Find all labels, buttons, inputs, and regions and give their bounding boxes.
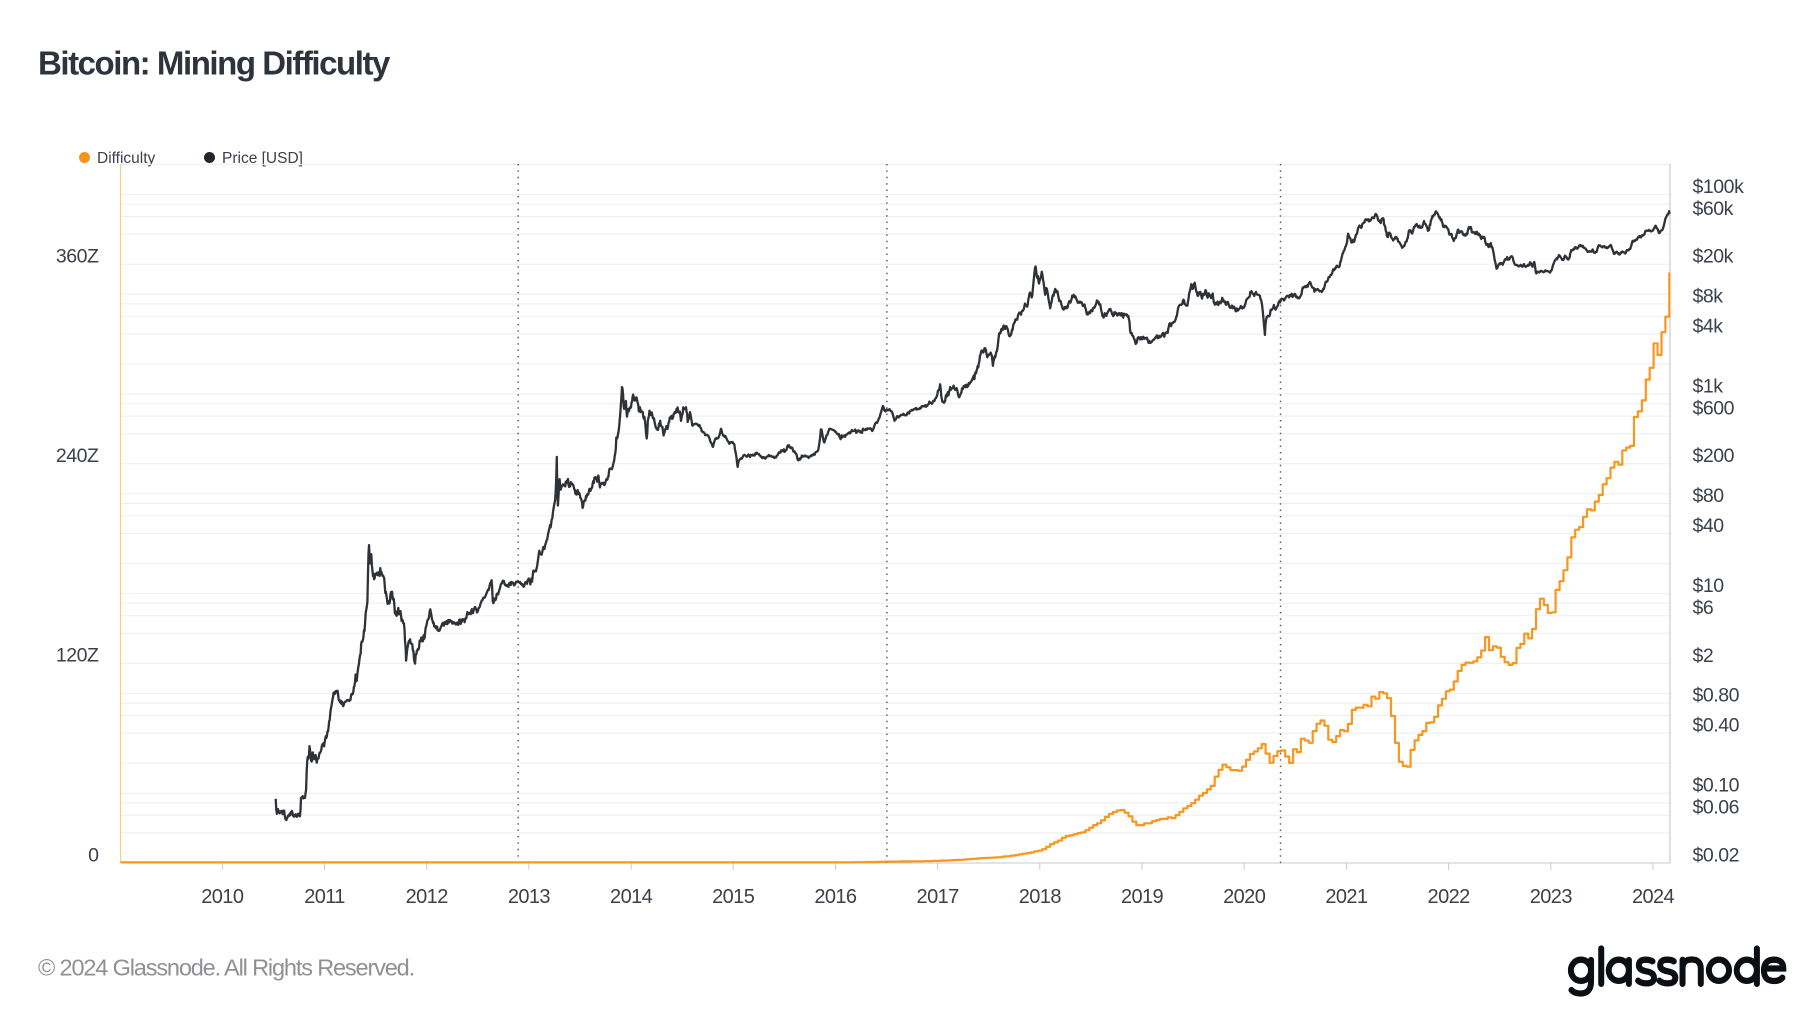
svg-text:2012: 2012 <box>406 886 449 908</box>
svg-text:2011: 2011 <box>304 886 345 908</box>
svg-text:$0.10: $0.10 <box>1693 775 1740 797</box>
svg-text:$20k: $20k <box>1693 246 1734 268</box>
svg-text:$100k: $100k <box>1693 176 1745 198</box>
svg-text:2020: 2020 <box>1223 886 1266 908</box>
svg-text:2023: 2023 <box>1530 886 1573 908</box>
svg-text:2013: 2013 <box>508 886 551 908</box>
svg-text:Bitcoin: Mining Difficulty: Bitcoin: Mining Difficulty <box>38 45 391 82</box>
svg-text:$0.40: $0.40 <box>1693 715 1740 737</box>
svg-text:2015: 2015 <box>712 886 755 908</box>
svg-text:$60k: $60k <box>1693 198 1734 220</box>
svg-text:$0.80: $0.80 <box>1693 685 1740 707</box>
svg-text:$1k: $1k <box>1693 375 1724 397</box>
svg-text:2018: 2018 <box>1019 886 1062 908</box>
svg-text:Difficulty: Difficulty <box>97 150 156 167</box>
svg-text:2019: 2019 <box>1121 886 1164 908</box>
svg-text:120Z: 120Z <box>56 645 99 667</box>
svg-text:2024: 2024 <box>1632 886 1675 908</box>
svg-text:2017: 2017 <box>917 886 960 908</box>
svg-text:2010: 2010 <box>201 886 244 908</box>
svg-text:$6: $6 <box>1693 597 1714 619</box>
svg-text:$200: $200 <box>1693 445 1735 467</box>
svg-text:2014: 2014 <box>610 886 653 908</box>
svg-text:$80: $80 <box>1693 485 1725 507</box>
svg-text:$8k: $8k <box>1693 285 1724 307</box>
svg-text:$2: $2 <box>1693 645 1714 667</box>
svg-text:$600: $600 <box>1693 398 1735 420</box>
svg-text:$40: $40 <box>1693 515 1725 537</box>
svg-text:2022: 2022 <box>1428 886 1471 908</box>
svg-text:$0.02: $0.02 <box>1693 844 1740 866</box>
svg-text:0: 0 <box>88 844 99 866</box>
svg-text:Price [USD]: Price [USD] <box>222 150 303 167</box>
svg-text:$10: $10 <box>1693 575 1725 597</box>
svg-text:240Z: 240Z <box>56 445 99 467</box>
svg-text:$4k: $4k <box>1693 315 1724 337</box>
svg-text:360Z: 360Z <box>56 245 99 267</box>
svg-text:$0.06: $0.06 <box>1693 797 1740 819</box>
svg-text:2021: 2021 <box>1325 886 1368 908</box>
svg-text:© 2024 Glassnode. All Rights R: © 2024 Glassnode. All Rights Reserved. <box>38 955 414 981</box>
svg-text:2016: 2016 <box>814 886 857 908</box>
